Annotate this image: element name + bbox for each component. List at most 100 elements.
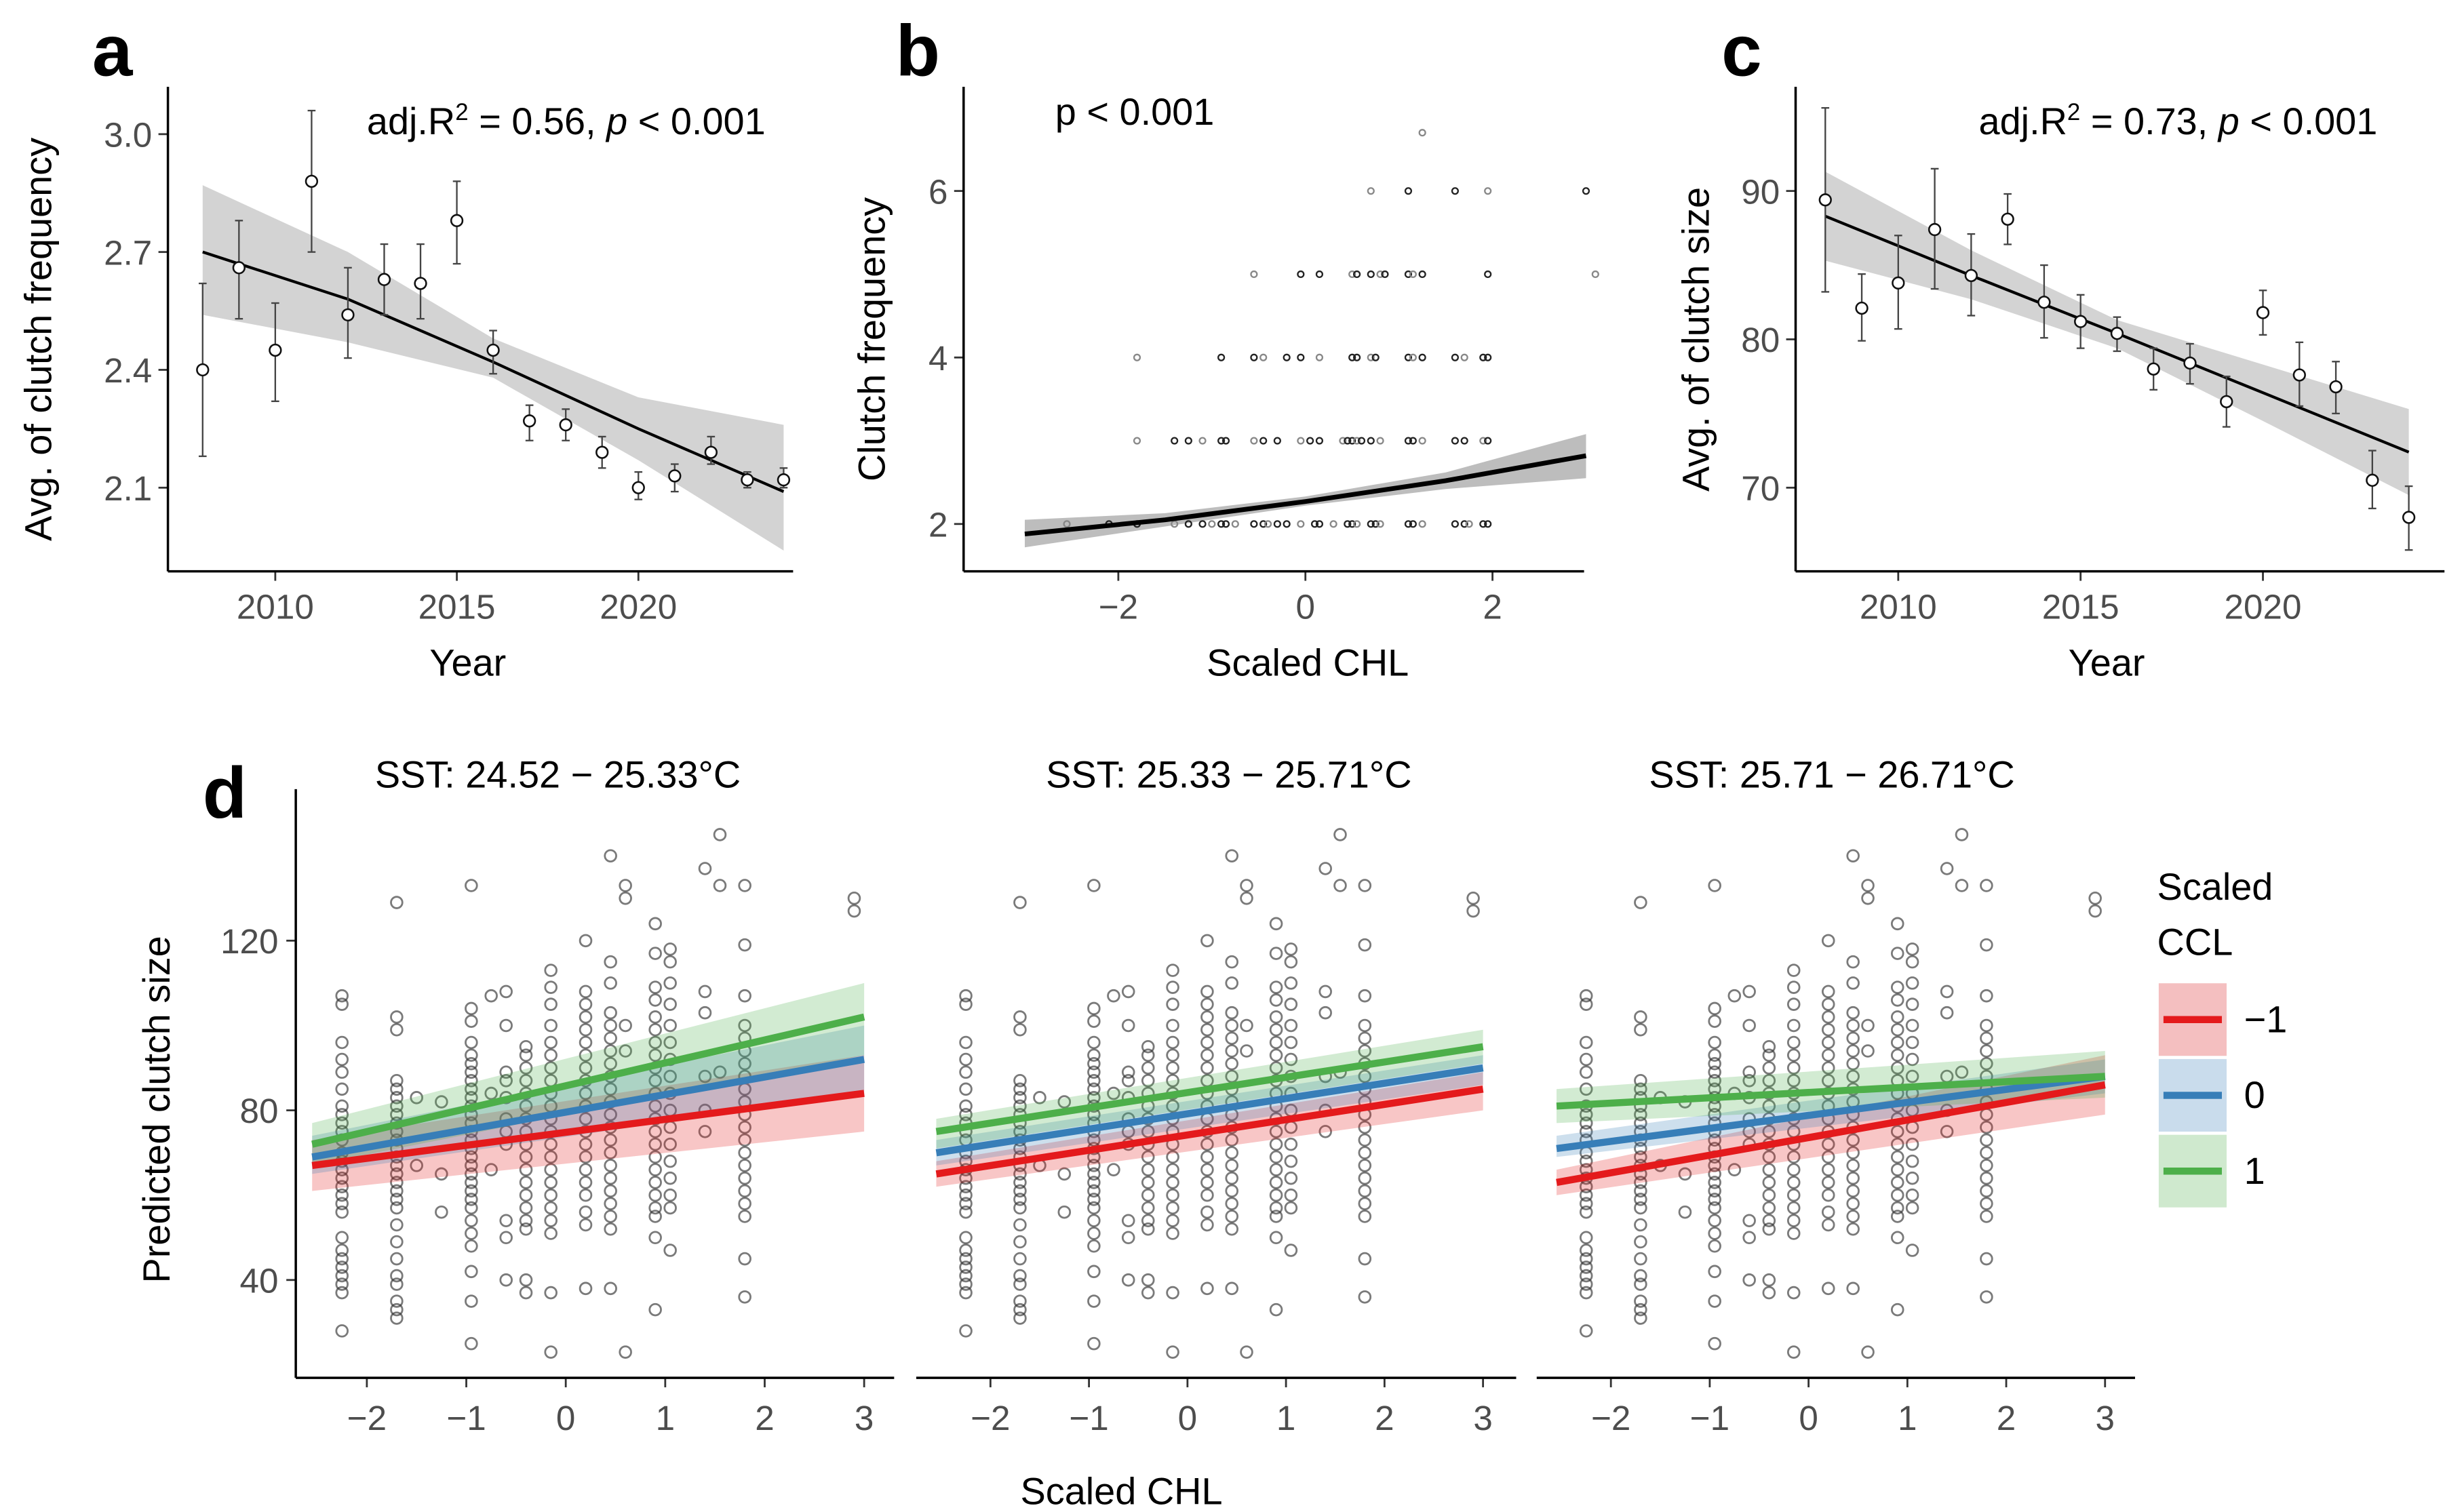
facet-1-observed-point (390, 1302, 404, 1317)
facet-1-observed-point (738, 1184, 751, 1198)
panel-d-marks: 40 80 120 −2 −1 0 1 2 3 −2 −1 0 1 2 3 −2 −1 0 1 2 3 (220, 828, 2115, 1437)
facet-2-observed-point (1166, 1176, 1179, 1189)
facet-2-observed-point (1013, 896, 1027, 909)
panel-c-marks: 2010 2015 2020 70 80 90 (1741, 106, 2416, 626)
facet-1-observed-point (390, 1311, 404, 1325)
facet-1-xtick-label: 2 (755, 1399, 774, 1437)
facet-2-observed-point (1284, 1154, 1298, 1168)
facet-2-observed-point (1141, 1222, 1155, 1236)
legend-label: 1 (2244, 1149, 2265, 1192)
legend-keys: −1 0 1 (2158, 983, 2288, 1208)
facet-1-observed-point (519, 1074, 533, 1088)
facet-1-observed-point (465, 1193, 478, 1206)
facet-3-observed-point (1846, 1210, 1860, 1223)
facet-2-observed-point (1087, 879, 1101, 892)
facet-1-observed-point (335, 1231, 349, 1245)
facet-2-observed-point (1318, 984, 1332, 999)
facet-2-observed-point (1358, 1069, 1372, 1083)
facet-1-observed-point (519, 1214, 533, 1228)
facet-2-observed-point (1318, 1006, 1332, 1020)
facet-3-observed-point (1890, 993, 1904, 1007)
facet-2-observed-point (959, 1244, 973, 1257)
facet-3-observed-point (1742, 1273, 1756, 1287)
facet-3-observed-point (1846, 1006, 1860, 1020)
facet-2-observed-point (1087, 1294, 1101, 1308)
facet-2-observed-point (1013, 1167, 1027, 1181)
facet-1-observed-point (663, 1035, 677, 1050)
facet-3-observed-point (1634, 1201, 1647, 1215)
panel-a-xtick-label: 2010 (237, 587, 314, 626)
panel-a-data-point (777, 473, 791, 487)
panel-b-data-point (1198, 437, 1207, 445)
facet-1-observed-point (465, 1001, 478, 1016)
facet-1-observed-point (663, 1018, 677, 1033)
facet-1-observed-point (465, 1159, 478, 1172)
panel-c-data-point (1818, 193, 1832, 207)
facet-1-observed-point (738, 1171, 751, 1185)
facet-1-observed-point (648, 1210, 662, 1223)
facet-1-observed-point (579, 1137, 593, 1151)
facet-1-observed-point (390, 1167, 404, 1181)
facet-3-observed-point (1905, 942, 1919, 956)
facet-2-observed-point (1141, 1048, 1155, 1062)
facet-1-observed-point (390, 1159, 404, 1172)
facet-3-observed-point (1579, 1244, 1593, 1257)
facet-2-observed-point (1225, 1031, 1238, 1046)
facet-3-observed-point (1846, 1018, 1860, 1033)
facet-2-observed-point (1200, 984, 1214, 999)
facet-3-observed-point (1905, 1052, 1919, 1067)
panel-c-data-point (2329, 380, 2343, 394)
facet-3-xtick-label: −2 (1591, 1399, 1630, 1437)
legend-title-line-2: CCL (2157, 920, 2233, 963)
facet-1-observed-point (604, 1197, 617, 1210)
panel-b-data-point (1171, 437, 1179, 445)
facet-2-observed-point (1225, 1159, 1238, 1172)
facet-1-observed-point (713, 879, 727, 892)
panel-c-data-point (2074, 315, 2088, 328)
panel-a: 2010 2015 2020 2.1 2.4 2.7 3.0 adj.R2 = 0.56, … (16, 87, 794, 683)
facet-1-observed-point (499, 1231, 513, 1245)
legend-label: −1 (2244, 997, 2288, 1040)
panel-label-c: c (1721, 10, 1762, 92)
facet-2-observed-point (1013, 1082, 1027, 1096)
facet-1-observed-point (390, 1294, 404, 1308)
facet-2-observed-point (1240, 879, 1253, 892)
facet-1-observed-point (663, 997, 677, 1011)
facet-2-observed-point (1166, 980, 1179, 994)
facet-1-observed-point (390, 1277, 404, 1291)
facet-1-observed-point (579, 1281, 593, 1296)
facet-1-observed-point (390, 1218, 404, 1232)
facet-1-observed-point (465, 879, 478, 892)
facet-3-observed-point (1579, 1065, 1593, 1079)
facet-1-observed-point (335, 1052, 349, 1067)
facet-3-observed-point (1905, 1154, 1919, 1168)
facet-2-observed-point (1166, 1099, 1179, 1113)
facet-3-observed-point (1708, 1193, 1721, 1206)
facet-3-observed-point (1579, 1108, 1593, 1121)
panel-c-data-point (2366, 473, 2379, 487)
facet-3-observed-point (1821, 1035, 1835, 1050)
facet-1-observed-point (390, 1091, 404, 1105)
facet-3-observed-point (1786, 1018, 1801, 1033)
facet-1-observed-point (738, 1018, 751, 1033)
facet-3-observed-point (1708, 1133, 1721, 1147)
facet-1-observed-point (604, 1108, 617, 1121)
facet-3-observed-point (1708, 1227, 1721, 1240)
facet-2-observed-point (1200, 1205, 1214, 1219)
facet-3-observed-point (1861, 1044, 1875, 1058)
facet-2-observed-point (1225, 1210, 1238, 1223)
facet-3-observed-point (1634, 1269, 1647, 1283)
facet-1-observed-point (465, 1167, 478, 1181)
facet-2-observed-point (1240, 1044, 1253, 1058)
panel-a-data-point (704, 445, 718, 459)
facet-1-observed-point (648, 1201, 662, 1215)
panel-b-data-point (1315, 520, 1324, 528)
facet-2-observed-point (959, 1277, 973, 1291)
facet-1-observed-point (335, 1035, 349, 1050)
panel-b-data-point (1479, 520, 1487, 528)
facet-1-observed-point (519, 1176, 533, 1189)
facet-1-observed-point (604, 1184, 617, 1198)
facet-1-observed-point (579, 934, 593, 948)
facet-3: −2 −1 0 1 2 3 (1556, 828, 2115, 1437)
facet-2-observed-point (1087, 1201, 1101, 1215)
